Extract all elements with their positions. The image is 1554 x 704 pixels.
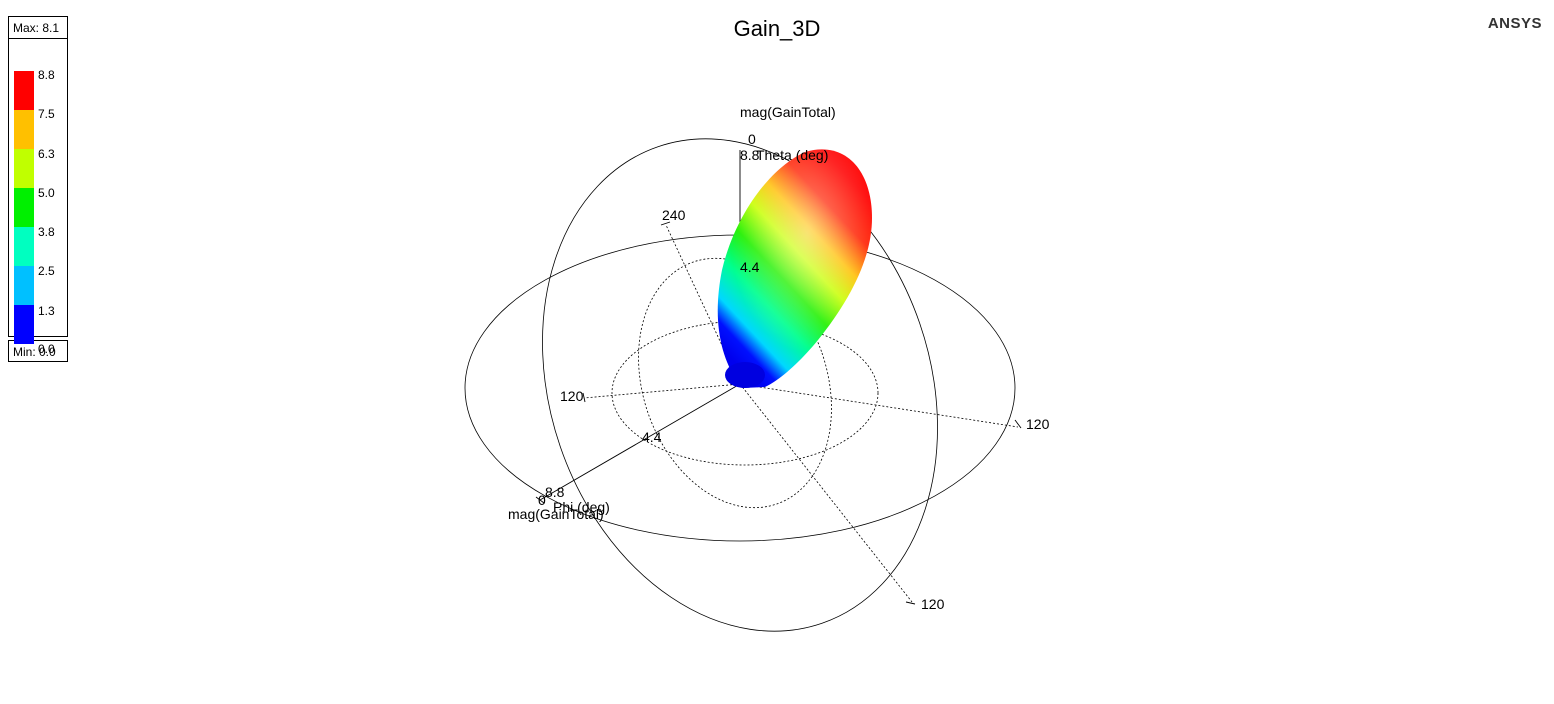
phi-mid-tick-label: 4.4: [642, 429, 662, 445]
legend-tick: 5.0: [38, 186, 55, 200]
legend-min-label: Min: 0.0: [8, 340, 68, 362]
tick-mark: [535, 496, 545, 504]
top-magnitude-label: mag(GainTotal): [740, 104, 836, 120]
angle-label-120-bottom: 120: [921, 596, 945, 612]
legend-tick: 2.5: [38, 264, 55, 278]
angle-label-240: 240: [662, 207, 686, 223]
phi-axis-label: Phi (deg): [553, 499, 610, 515]
axis-line-120-bottom: [739, 383, 913, 603]
phi-magnitude-axis: [539, 383, 741, 501]
theta-mid-tick-label: 4.4: [740, 259, 760, 275]
phi-max-tick-label: 8.8: [545, 484, 565, 500]
phi-zero-label: 0: [538, 492, 546, 508]
outer-theta-ellipse: [542, 138, 938, 632]
legend-color-bar: [14, 188, 34, 227]
legend-tick: 3.8: [38, 225, 55, 239]
color-legend: Max: 8.1 8.8 7.5 6.3 5.0 3.8 2.5 1.3 0.0…: [8, 16, 68, 362]
ansys-logo: ANSYS: [1487, 15, 1542, 32]
tick-mark: [660, 221, 671, 226]
legend-tick: 8.8: [38, 68, 55, 82]
legend-color-bar: [14, 110, 34, 149]
angle-label-120-right: 120: [1026, 416, 1050, 432]
legend-color-bar: [14, 71, 34, 110]
gain-lobe: [717, 149, 872, 388]
bottom-magnitude-label: mag(GainTotal): [508, 506, 604, 522]
axis-line-120-right: [739, 383, 1019, 428]
legend-color-bar: [14, 227, 34, 266]
theta-zero-label: 0: [748, 131, 756, 147]
legend-tick: 1.3: [38, 304, 55, 318]
angle-label-120-left: 120: [560, 388, 584, 404]
legend-tick: 7.5: [38, 107, 55, 121]
legend-scale: 8.8 7.5 6.3 5.0 3.8 2.5 1.3 0.0: [8, 38, 68, 356]
theta-max-tick-label: 8.8: [740, 147, 760, 163]
inner-theta-ellipse: [638, 257, 832, 509]
tick-mark: [582, 392, 586, 403]
legend-tick: 6.3: [38, 147, 55, 161]
legend-color-bar: [14, 149, 34, 188]
legend-color-bar: [14, 266, 34, 305]
legend-color-bar: [14, 305, 34, 344]
chart-title: Gain_3D: [733, 16, 821, 41]
legend-tick: 0.0: [38, 342, 55, 356]
tick-mark: [905, 601, 916, 605]
theta-axis-label: Theta (deg): [756, 147, 828, 163]
tick-mark: [1014, 419, 1022, 429]
axis-line-120-left: [583, 383, 741, 399]
legend-max-label: Max: 8.1: [8, 16, 68, 38]
